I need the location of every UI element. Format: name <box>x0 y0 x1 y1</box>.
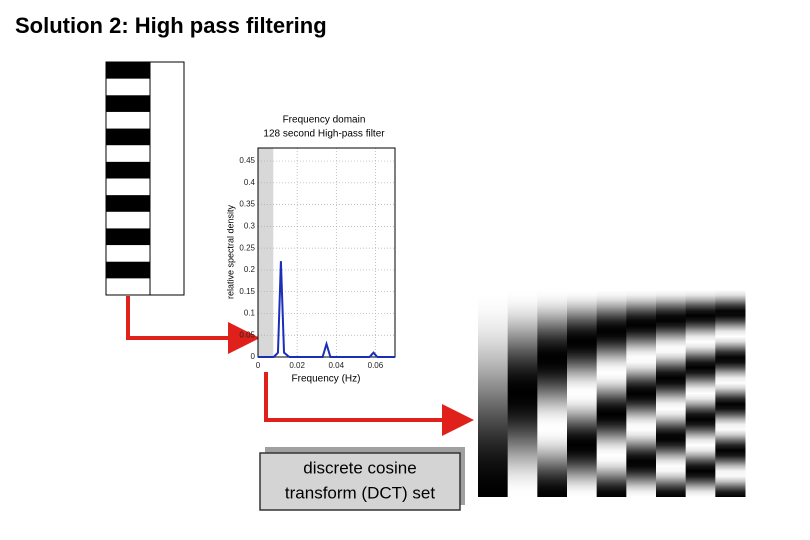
dct-column <box>685 290 716 497</box>
x-tick-label: 0.04 <box>328 361 344 370</box>
stripe <box>106 261 150 279</box>
dct-label: transform (DCT) set <box>285 483 435 502</box>
dct-column <box>567 290 598 497</box>
chart-subtitle: 128 second High-pass filter <box>263 129 385 140</box>
x-axis-label: Frequency (Hz) <box>292 374 361 385</box>
y-tick-label: 0.1 <box>244 309 256 318</box>
dct-column <box>715 290 746 497</box>
filter-band <box>258 148 274 357</box>
arrow <box>264 372 474 436</box>
y-tick-label: 0 <box>251 352 256 361</box>
stripe <box>106 128 150 146</box>
arrow <box>126 296 260 354</box>
x-tick-label: 0.02 <box>289 361 305 370</box>
plot-frame <box>257 147 396 358</box>
stripe <box>106 228 150 246</box>
dct-image <box>478 290 746 497</box>
stripe <box>106 195 150 212</box>
y-tick-label: 0.3 <box>244 221 256 230</box>
dct-column <box>596 290 627 497</box>
stripe <box>106 161 150 179</box>
dct-column <box>507 290 538 497</box>
y-tick-label: 0.35 <box>239 200 255 209</box>
y-tick-label: 0.25 <box>239 243 255 252</box>
y-tick-label: 0.05 <box>239 330 255 339</box>
stripe <box>106 62 150 79</box>
spectrum-chart: Frequency domain 128 second High-pass fi… <box>225 115 396 385</box>
design-matrix <box>105 61 185 296</box>
slide-title: Solution 2: High pass filtering <box>15 13 327 38</box>
dct-column <box>626 290 657 497</box>
dct-column <box>537 290 568 497</box>
y-tick-label: 0.15 <box>239 287 255 296</box>
y-tick-label: 0.2 <box>244 265 256 274</box>
dct-label: discrete cosine <box>303 458 416 477</box>
x-tick-label: 0 <box>256 361 261 370</box>
y-tick-label: 0.45 <box>239 156 255 165</box>
dct-column <box>478 290 509 497</box>
y-axis-label: relative spectral density <box>225 204 235 299</box>
stripe <box>106 95 150 112</box>
spectrum-line <box>258 261 395 358</box>
chart-title: Frequency domain <box>283 115 366 126</box>
y-tick-label: 0.4 <box>244 178 256 187</box>
dct-label-box: discrete cosine transform (DCT) set <box>259 447 465 511</box>
x-tick-label: 0.06 <box>368 361 384 370</box>
dct-column <box>656 290 687 497</box>
